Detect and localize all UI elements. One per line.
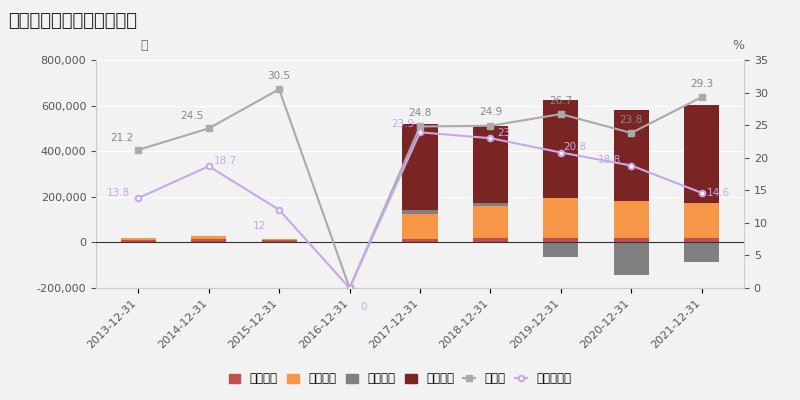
Text: 23.9: 23.9	[392, 119, 415, 129]
Bar	[614, 201, 649, 238]
Text: 23.8: 23.8	[620, 115, 643, 125]
Bar	[684, 203, 719, 238]
Bar	[402, 239, 438, 242]
Bar	[262, 240, 297, 242]
Bar	[614, 242, 649, 276]
Text: 23: 23	[498, 128, 511, 138]
Bar	[543, 198, 578, 238]
Text: 24.5: 24.5	[181, 112, 204, 122]
Text: 0: 0	[360, 302, 366, 312]
Bar	[684, 105, 719, 203]
Text: 18.7: 18.7	[214, 156, 237, 166]
Legend: 销售费用, 管理费用, 财务费用, 研发费用, 毛利率, 期间费用率: 销售费用, 管理费用, 财务费用, 研发费用, 毛利率, 期间费用率	[224, 368, 576, 390]
Bar	[684, 238, 719, 242]
Text: 13.8: 13.8	[107, 188, 130, 198]
Bar	[614, 238, 649, 242]
Bar	[543, 100, 578, 198]
Bar	[473, 238, 508, 242]
Text: 24.8: 24.8	[408, 108, 432, 118]
Bar	[473, 206, 508, 238]
Bar	[614, 110, 649, 201]
Bar	[473, 126, 508, 203]
Bar	[191, 236, 226, 239]
Text: 14.6: 14.6	[706, 188, 730, 198]
Text: 24.9: 24.9	[479, 108, 502, 118]
Bar	[684, 242, 719, 262]
Bar	[543, 238, 578, 242]
Bar	[402, 210, 438, 214]
Text: 29.3: 29.3	[690, 79, 714, 89]
Bar	[473, 203, 508, 206]
Bar	[191, 239, 226, 242]
Bar	[121, 240, 156, 242]
Text: 万: 万	[141, 39, 148, 52]
Bar	[262, 239, 297, 240]
Bar	[402, 124, 438, 210]
Text: 历年期间费用及毛利率变化: 历年期间费用及毛利率变化	[8, 12, 137, 30]
Text: 21.2: 21.2	[110, 133, 134, 143]
Bar	[332, 242, 367, 243]
Bar	[121, 238, 156, 240]
Text: 12: 12	[253, 222, 266, 232]
Text: 30.5: 30.5	[267, 71, 290, 81]
Text: 26.7: 26.7	[550, 96, 573, 106]
Bar	[543, 242, 578, 257]
Text: 20.8: 20.8	[563, 142, 586, 152]
Text: 18.8: 18.8	[598, 155, 621, 165]
Text: %: %	[732, 39, 744, 52]
Bar	[402, 214, 438, 239]
